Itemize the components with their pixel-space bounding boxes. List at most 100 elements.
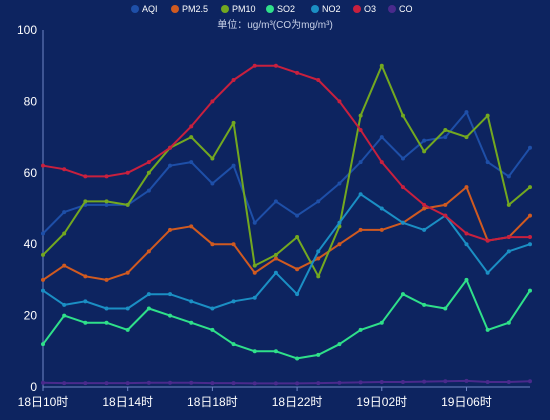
data-point [464,378,469,383]
legend-label: NO2 [322,4,341,14]
data-point [528,213,532,218]
chart-subtitle: 单位：ug/m³(CO为mg/m³) [217,18,333,31]
data-point [358,192,363,197]
data-point [422,149,427,154]
data-point [125,381,130,386]
data-point [189,160,194,165]
data-point [83,174,88,179]
data-point [252,295,257,300]
data-point [273,349,278,354]
x-tick-label: 19日06时 [441,395,492,409]
data-point [485,238,490,243]
data-point [104,199,109,204]
data-point [125,306,130,311]
data-point [485,270,490,275]
data-point [528,145,532,150]
data-point [379,320,384,325]
data-point [83,274,88,279]
data-point [252,220,257,225]
data-point [316,256,321,261]
data-point [231,120,236,125]
data-point [316,77,321,82]
data-point [231,77,236,82]
legend-marker [353,5,361,13]
data-point [231,342,236,347]
data-point [337,220,342,225]
data-point [422,227,427,232]
data-point [83,381,88,386]
data-point [337,342,342,347]
data-point [146,188,151,193]
data-point [316,274,321,279]
data-point [443,213,448,218]
data-point [189,320,194,325]
y-tick-label: 80 [24,94,38,108]
series-line [42,379,531,385]
data-point [252,381,257,386]
data-point [273,199,278,204]
data-point [231,163,236,168]
y-tick-label: 0 [30,380,37,394]
data-point [422,206,427,211]
legend-marker [311,5,319,13]
data-point [168,313,173,318]
x-tick-label: 18日10时 [18,395,69,409]
data-point [189,224,194,229]
data-point [485,380,490,385]
data-point [125,170,130,175]
data-point [358,127,363,132]
data-point [443,379,448,384]
y-tick-label: 40 [24,237,38,251]
data-point [62,210,67,215]
data-point [528,235,532,240]
series-o3 [41,63,532,243]
data-point [83,299,88,304]
data-point [464,185,469,190]
data-point [506,202,511,207]
legend-marker [388,5,396,13]
data-point [41,252,45,257]
data-point [506,174,511,179]
data-point [464,231,469,236]
data-point [506,380,511,385]
data-point [295,267,300,272]
data-point [273,381,278,386]
data-point [210,242,215,247]
data-point [316,381,321,386]
data-point [316,199,321,204]
data-point [104,306,109,311]
data-point [400,185,405,190]
data-point [358,160,363,165]
data-point [41,231,45,236]
series-group [41,63,532,386]
data-point [252,270,257,275]
data-point [210,156,215,161]
data-point [146,306,151,311]
data-point [125,202,130,207]
x-tick-label: 19日02时 [356,395,407,409]
x-tick-label: 18日14时 [102,395,153,409]
data-point [210,181,215,186]
data-point [485,160,490,165]
data-point [146,160,151,165]
data-point [379,227,384,232]
data-point [400,292,405,297]
series-line [42,64,530,242]
data-point [528,185,532,190]
legend-marker [221,5,229,13]
data-point [146,170,151,175]
data-point [189,380,194,385]
data-point [231,381,236,386]
data-point [295,70,300,75]
data-point [337,242,342,247]
axes: 0 20 40 60 80 100 18日10时 18日14时 18日18时 18日22时 19日0… [17,23,530,409]
legend-label: O3 [364,4,376,14]
legend-marker [131,5,139,13]
x-tick-label: 18日22时 [272,395,323,409]
y-tick-label: 20 [24,309,38,323]
data-point [528,379,532,384]
data-point [146,249,151,254]
data-point [273,252,278,257]
series-aqi [41,110,532,236]
